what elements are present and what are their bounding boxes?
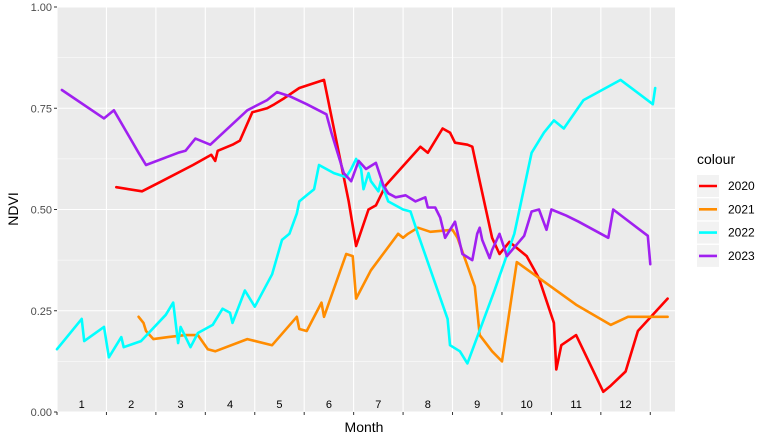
y-axis-title: NDVI xyxy=(5,192,21,225)
month-label: 12 xyxy=(619,399,631,411)
month-label: 7 xyxy=(375,399,381,411)
legend-label-2020: 2020 xyxy=(728,179,755,193)
y-tick-label: 1.00 xyxy=(31,2,52,14)
legend: colour 2020 2021 2022 2023 xyxy=(697,151,755,267)
series-line-2023 xyxy=(60,88,652,266)
y-tick-label: 0.50 xyxy=(31,205,52,217)
month-label: 11 xyxy=(570,399,581,411)
month-label: 10 xyxy=(521,399,533,411)
series-lines xyxy=(55,78,669,394)
series-line-2020 xyxy=(115,78,669,394)
series-line-2022 xyxy=(55,78,657,365)
y-tick-label: 0.75 xyxy=(31,103,52,115)
y-tick-label: 0.00 xyxy=(31,407,52,419)
month-label: 8 xyxy=(425,399,431,411)
legend-label-2021: 2021 xyxy=(728,202,755,216)
legend-items: 2020 2021 2022 2023 xyxy=(697,175,755,267)
month-label: 6 xyxy=(326,399,332,411)
month-label: 2 xyxy=(128,399,134,411)
month-label: 9 xyxy=(474,399,480,411)
x-axis-title: Month xyxy=(345,419,384,435)
month-label: 1 xyxy=(79,399,85,411)
month-label: 3 xyxy=(178,399,184,411)
y-axis: 0.00 0.25 0.50 0.75 1.00 xyxy=(31,2,57,419)
month-labels: 1 2 3 4 5 6 7 8 9 10 11 12 xyxy=(79,399,632,411)
y-tick-label: 0.25 xyxy=(31,306,52,318)
month-label: 4 xyxy=(227,399,233,411)
legend-label-2023: 2023 xyxy=(728,249,755,263)
x-axis xyxy=(56,412,651,415)
legend-title: colour xyxy=(697,151,735,167)
legend-label-2022: 2022 xyxy=(728,226,755,240)
month-label: 5 xyxy=(276,399,282,411)
